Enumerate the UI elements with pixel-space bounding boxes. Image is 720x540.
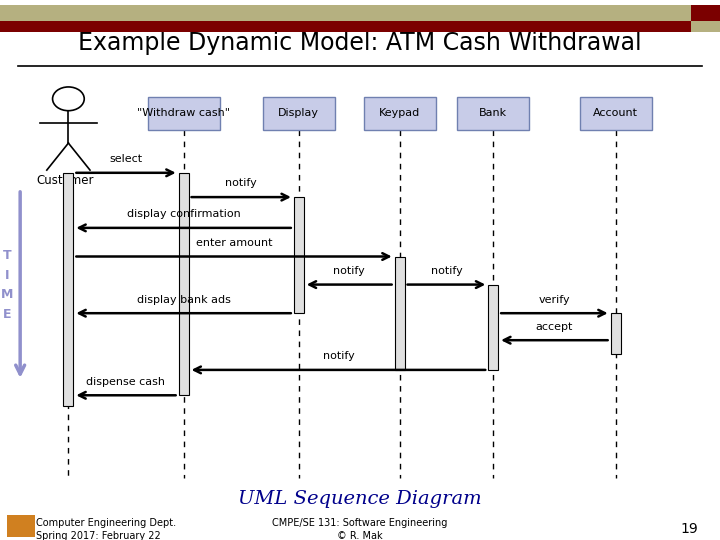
Bar	[0, 21, 720, 32]
Text: display confirmation: display confirmation	[127, 209, 240, 219]
Bar	[63, 173, 73, 406]
Text: display bank ads: display bank ads	[137, 294, 230, 305]
Bar	[691, 21, 720, 32]
Text: notify: notify	[323, 351, 354, 361]
Bar	[395, 256, 405, 370]
Text: UML Sequence Diagram: UML Sequence Diagram	[238, 490, 482, 509]
Text: E: E	[3, 308, 12, 321]
Text: Example Dynamic Model: ATM Cash Withdrawal: Example Dynamic Model: ATM Cash Withdraw…	[78, 31, 642, 55]
Text: Keypad: Keypad	[379, 109, 420, 118]
Bar	[148, 97, 220, 130]
Text: M: M	[1, 288, 14, 301]
Text: Customer: Customer	[36, 174, 94, 187]
Text: Display: Display	[279, 109, 319, 118]
Text: CMPE/SE 131: Software Engineering
© R. Mak: CMPE/SE 131: Software Engineering © R. M…	[272, 518, 448, 540]
Bar	[7, 515, 35, 537]
Text: 19: 19	[680, 522, 698, 536]
Text: notify: notify	[333, 266, 365, 276]
Text: select: select	[109, 154, 143, 164]
Text: notify: notify	[431, 266, 462, 276]
Bar	[263, 97, 335, 130]
Text: verify: verify	[539, 294, 570, 305]
Text: "Withdraw cash": "Withdraw cash"	[137, 109, 230, 118]
Bar	[0, 5, 720, 21]
Bar	[364, 97, 436, 130]
Text: Bank: Bank	[479, 109, 508, 118]
Bar	[580, 97, 652, 130]
Text: Computer Engineering Dept.
Spring 2017: February 22: Computer Engineering Dept. Spring 2017: …	[36, 518, 176, 540]
Text: enter amount: enter amount	[196, 238, 272, 248]
Bar	[179, 173, 189, 395]
Text: accept: accept	[536, 321, 573, 332]
Bar	[457, 97, 529, 130]
Bar	[294, 197, 304, 313]
Text: T: T	[3, 248, 12, 262]
Bar	[691, 5, 720, 21]
Text: notify: notify	[225, 178, 257, 188]
Text: dispense cash: dispense cash	[86, 376, 166, 387]
Text: Account: Account	[593, 109, 638, 118]
Bar	[611, 313, 621, 354]
Text: I: I	[5, 268, 9, 282]
Bar	[488, 285, 498, 370]
